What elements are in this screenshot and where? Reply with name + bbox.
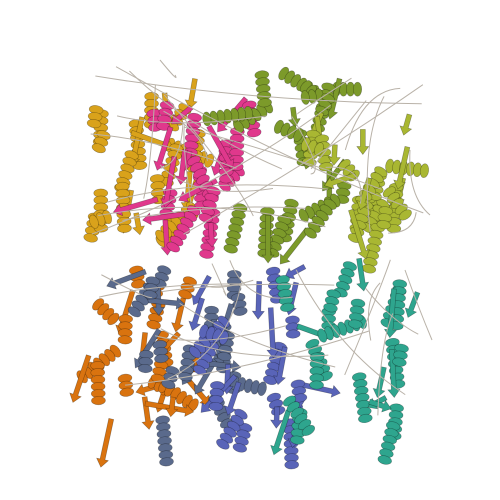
chain-teal — [270, 257, 421, 465]
loop-traces — [90, 59, 433, 416]
chain-orange — [69, 265, 210, 468]
upper-assembly — [83, 66, 430, 274]
chain-blue — [188, 263, 341, 470]
chain-yellow-green — [300, 111, 430, 274]
lower-assembly — [69, 257, 421, 470]
